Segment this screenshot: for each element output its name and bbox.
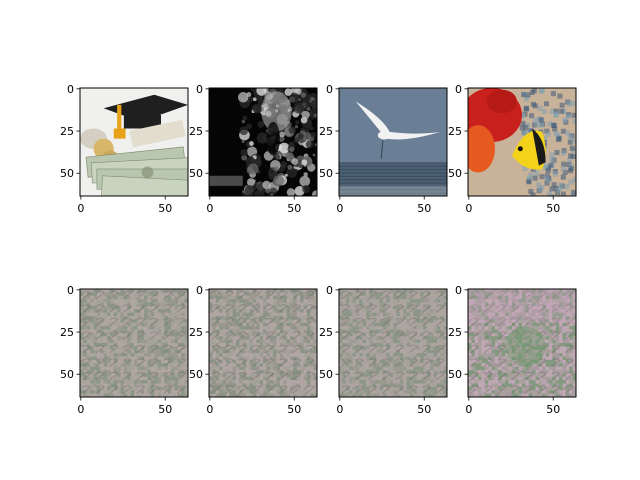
x-tick-label: 50 — [287, 202, 301, 215]
x-tick-label: 50 — [417, 202, 431, 215]
image-panel-6: 0 50 0 25 50 — [189, 284, 318, 416]
x-tick-label: 50 — [158, 403, 172, 416]
y-tick-label: 50 — [448, 368, 462, 381]
x-tick-label: 0 — [465, 202, 472, 215]
image-panel-3: 0 50 0 25 50 — [319, 83, 448, 215]
image-panel-7: 0 50 0 25 50 — [319, 284, 448, 416]
y-tick-label: 50 — [189, 167, 203, 180]
y-tick-label: 50 — [319, 167, 333, 180]
axes-frame — [208, 87, 318, 197]
x-tick-label: 0 — [336, 403, 343, 416]
x-tick-label: 50 — [417, 403, 431, 416]
y-tick-label: 50 — [60, 167, 74, 180]
x-tick-label: 0 — [336, 202, 343, 215]
panel-image — [209, 88, 317, 196]
y-tick-label: 0 — [326, 83, 333, 96]
axes-frame — [208, 288, 318, 398]
panel-image — [209, 289, 317, 397]
axes-frame — [467, 87, 577, 197]
image-panel-4: 0 50 0 25 50 — [448, 83, 577, 215]
axes-frame — [467, 288, 577, 398]
panel-image — [80, 289, 188, 397]
x-tick-label: 0 — [77, 202, 84, 215]
x-tick-label: 50 — [546, 202, 560, 215]
axes-frame — [338, 87, 448, 197]
y-tick-label: 50 — [319, 368, 333, 381]
x-tick-label: 0 — [206, 403, 213, 416]
image-panel-5: 0 50 0 25 50 — [60, 284, 189, 416]
y-tick-label: 50 — [189, 368, 203, 381]
panel-image — [468, 88, 576, 196]
axes-frame — [79, 288, 189, 398]
panel-image — [468, 289, 576, 397]
y-tick-label: 0 — [67, 83, 74, 96]
y-tick-label: 0 — [67, 284, 74, 297]
y-tick-label: 0 — [455, 83, 462, 96]
axes-frame — [338, 288, 448, 398]
x-tick-label: 0 — [77, 403, 84, 416]
y-tick-label: 25 — [189, 125, 203, 138]
y-tick-label: 25 — [319, 326, 333, 339]
y-tick-label: 50 — [448, 167, 462, 180]
y-tick-label: 0 — [196, 83, 203, 96]
y-tick-label: 50 — [60, 368, 74, 381]
image-panel-2: 0 50 0 25 50 — [189, 83, 318, 215]
y-tick-label: 25 — [60, 125, 74, 138]
image-panel-1: 0 50 0 25 50 — [60, 83, 189, 215]
panel-image — [339, 88, 447, 196]
y-tick-label: 25 — [448, 125, 462, 138]
x-tick-label: 50 — [546, 403, 560, 416]
x-tick-label: 50 — [158, 202, 172, 215]
y-tick-label: 25 — [319, 125, 333, 138]
panel-image — [80, 88, 188, 196]
y-tick-label: 0 — [196, 284, 203, 297]
y-tick-label: 0 — [326, 284, 333, 297]
axes-frame — [79, 87, 189, 197]
y-tick-label: 25 — [189, 326, 203, 339]
image-panel-8: 0 50 0 25 50 — [448, 284, 577, 416]
x-tick-label: 0 — [206, 202, 213, 215]
y-tick-label: 25 — [448, 326, 462, 339]
y-tick-label: 25 — [60, 326, 74, 339]
y-tick-label: 0 — [455, 284, 462, 297]
x-tick-label: 0 — [465, 403, 472, 416]
x-tick-label: 50 — [287, 403, 301, 416]
panel-image — [339, 289, 447, 397]
